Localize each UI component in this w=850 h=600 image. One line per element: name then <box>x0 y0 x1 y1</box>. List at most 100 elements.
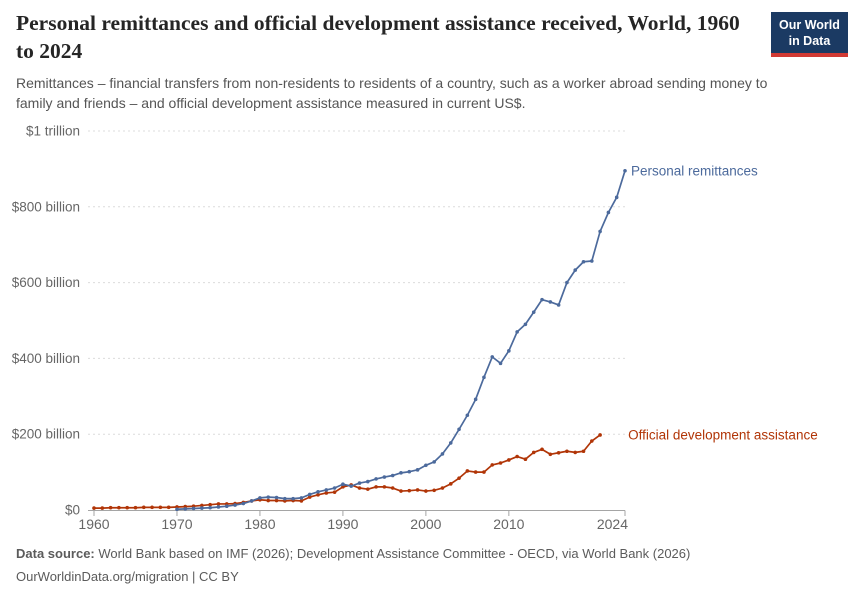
series-line-personal-remittances[interactable] <box>176 169 626 511</box>
series-point-official-development-assistance[interactable] <box>482 470 486 474</box>
series-point-official-development-assistance[interactable] <box>108 505 113 510</box>
series-point-personal-remittances[interactable] <box>457 427 461 432</box>
series-point-official-development-assistance[interactable] <box>150 505 154 510</box>
series-point-official-development-assistance[interactable] <box>299 499 304 503</box>
series-point-official-development-assistance[interactable] <box>465 469 470 473</box>
series-point-official-development-assistance[interactable] <box>166 505 171 510</box>
series-point-personal-remittances[interactable] <box>249 499 254 503</box>
series-point-official-development-assistance[interactable] <box>556 450 561 455</box>
series-point-personal-remittances[interactable] <box>266 495 271 499</box>
series-point-official-development-assistance[interactable] <box>357 486 362 490</box>
series-point-personal-remittances[interactable] <box>482 375 486 380</box>
series-point-personal-remittances[interactable] <box>473 397 478 402</box>
series-point-personal-remittances[interactable] <box>465 413 470 418</box>
series-point-personal-remittances[interactable] <box>432 460 436 464</box>
series-line-official-development-assistance[interactable] <box>93 434 601 509</box>
series-point-personal-remittances[interactable] <box>291 496 295 501</box>
series-point-personal-remittances[interactable] <box>332 486 337 490</box>
series-point-personal-remittances[interactable] <box>241 501 246 506</box>
series-point-official-development-assistance[interactable] <box>332 490 337 494</box>
series-point-personal-remittances[interactable] <box>415 468 420 472</box>
series-point-personal-remittances[interactable] <box>515 330 519 334</box>
series-point-personal-remittances[interactable] <box>390 473 395 478</box>
series-point-personal-remittances[interactable] <box>598 229 602 234</box>
series-point-official-development-assistance[interactable] <box>432 488 436 493</box>
series-point-personal-remittances[interactable] <box>573 268 578 272</box>
series-point-personal-remittances[interactable] <box>424 463 428 468</box>
series-point-personal-remittances[interactable] <box>581 259 586 264</box>
series-point-official-development-assistance[interactable] <box>523 457 528 462</box>
series-point-official-development-assistance[interactable] <box>365 487 370 491</box>
series-point-personal-remittances[interactable] <box>324 488 329 492</box>
series-point-personal-remittances[interactable] <box>208 505 212 510</box>
series-point-personal-remittances[interactable] <box>183 507 188 511</box>
series-point-official-development-assistance[interactable] <box>407 488 412 493</box>
series-point-official-development-assistance[interactable] <box>473 470 478 474</box>
series-point-personal-remittances[interactable] <box>548 300 553 304</box>
series-point-official-development-assistance[interactable] <box>117 505 121 510</box>
series-point-official-development-assistance[interactable] <box>399 489 403 493</box>
series-point-personal-remittances[interactable] <box>374 477 378 481</box>
series-point-personal-remittances[interactable] <box>307 492 312 497</box>
series-point-personal-remittances[interactable] <box>382 475 387 479</box>
series-point-official-development-assistance[interactable] <box>216 502 221 506</box>
series-point-personal-remittances[interactable] <box>224 504 229 509</box>
series-point-official-development-assistance[interactable] <box>133 505 138 510</box>
series-point-personal-remittances[interactable] <box>507 349 511 353</box>
series-point-official-development-assistance[interactable] <box>415 488 420 492</box>
series-point-official-development-assistance[interactable] <box>92 506 96 510</box>
series-label-official-development-assistance[interactable]: Official development assistance <box>628 427 818 442</box>
series-label-personal-remittances[interactable]: Personal remittances <box>631 163 758 178</box>
series-point-official-development-assistance[interactable] <box>307 495 312 499</box>
series-point-official-development-assistance[interactable] <box>382 485 387 489</box>
series-point-official-development-assistance[interactable] <box>266 498 271 503</box>
owid-logo[interactable]: Our World in Data <box>771 12 848 57</box>
series-point-official-development-assistance[interactable] <box>540 447 544 452</box>
series-point-official-development-assistance[interactable] <box>208 502 212 507</box>
series-point-official-development-assistance[interactable] <box>158 505 163 510</box>
series-point-official-development-assistance[interactable] <box>598 433 602 437</box>
series-point-personal-remittances[interactable] <box>498 361 503 366</box>
series-point-official-development-assistance[interactable] <box>565 449 569 454</box>
series-point-personal-remittances[interactable] <box>316 490 320 494</box>
series-point-personal-remittances[interactable] <box>357 481 362 485</box>
series-point-personal-remittances[interactable] <box>175 507 179 512</box>
series-point-official-development-assistance[interactable] <box>324 491 329 495</box>
series-point-personal-remittances[interactable] <box>200 506 204 510</box>
series-point-personal-remittances[interactable] <box>565 280 569 285</box>
series-point-personal-remittances[interactable] <box>490 355 495 359</box>
series-point-official-development-assistance[interactable] <box>548 452 553 457</box>
series-point-official-development-assistance[interactable] <box>424 489 428 493</box>
series-point-personal-remittances[interactable] <box>365 479 370 484</box>
series-point-official-development-assistance[interactable] <box>590 439 594 443</box>
series-point-personal-remittances[interactable] <box>283 496 287 501</box>
series-point-personal-remittances[interactable] <box>523 322 528 327</box>
series-point-official-development-assistance[interactable] <box>457 476 461 480</box>
series-point-official-development-assistance[interactable] <box>581 449 586 454</box>
series-point-personal-remittances[interactable] <box>407 469 412 474</box>
series-point-official-development-assistance[interactable] <box>141 505 146 510</box>
series-point-official-development-assistance[interactable] <box>374 485 378 489</box>
series-point-personal-remittances[interactable] <box>448 441 453 445</box>
series-point-official-development-assistance[interactable] <box>274 498 279 503</box>
series-point-official-development-assistance[interactable] <box>200 503 204 508</box>
series-point-official-development-assistance[interactable] <box>515 454 519 459</box>
series-point-personal-remittances[interactable] <box>590 259 594 263</box>
series-point-official-development-assistance[interactable] <box>100 506 105 510</box>
series-point-personal-remittances[interactable] <box>623 168 627 173</box>
series-point-personal-remittances[interactable] <box>233 503 237 507</box>
series-point-personal-remittances[interactable] <box>299 496 304 500</box>
series-point-official-development-assistance[interactable] <box>490 463 495 467</box>
series-point-personal-remittances[interactable] <box>191 506 196 511</box>
series-point-personal-remittances[interactable] <box>556 303 561 307</box>
series-point-personal-remittances[interactable] <box>540 297 544 302</box>
series-point-official-development-assistance[interactable] <box>507 458 511 462</box>
series-point-official-development-assistance[interactable] <box>125 505 129 510</box>
series-point-personal-remittances[interactable] <box>216 505 221 509</box>
series-point-official-development-assistance[interactable] <box>341 485 345 489</box>
series-point-personal-remittances[interactable] <box>341 482 345 487</box>
series-point-official-development-assistance[interactable] <box>448 482 453 486</box>
series-point-personal-remittances[interactable] <box>258 496 262 500</box>
series-point-official-development-assistance[interactable] <box>440 486 445 490</box>
series-point-personal-remittances[interactable] <box>274 495 279 500</box>
